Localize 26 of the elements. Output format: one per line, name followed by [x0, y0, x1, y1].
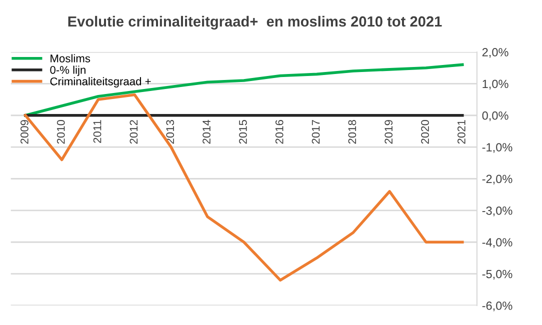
x-tick-label: 2009	[20, 120, 28, 144]
legend-label: Moslims	[50, 54, 90, 62]
x-tick-label: 2016	[275, 120, 284, 144]
x-tick-label: 2018	[348, 120, 356, 144]
x-tick-label: 2021	[458, 120, 466, 144]
x-tick-label: 2011	[93, 120, 102, 143]
y-tick-label: 0,0%	[482, 111, 508, 122]
y-tick-label: 2,0%	[482, 48, 508, 58]
y-tick-label: -4,0%	[482, 238, 512, 248]
x-tick-label: 2017	[312, 120, 320, 144]
legend-label: Criminaliteitsgraad +	[50, 77, 151, 88]
x-tick-label: 2015	[239, 120, 247, 144]
x-tick-label: 2019	[384, 120, 393, 144]
y-tick-label: -5,0%	[482, 270, 512, 280]
y-tick-label: 1,0%	[482, 80, 508, 90]
y-tick-label: -6,0%	[482, 302, 512, 312]
x-tick-label: 2010	[56, 120, 65, 144]
legend-label: 0-% lijn	[50, 66, 86, 76]
line-series	[24, 63, 464, 117]
x-tick-label: 2020	[421, 120, 429, 144]
y-tick-label: -1,0%	[482, 143, 512, 153]
chart-title: Evolutie criminaliteitgraad+ en moslims 2010 tot 2021	[68, 16, 442, 30]
y-tick-label: -3,0%	[482, 206, 512, 216]
x-tick-label: 2012	[130, 120, 138, 144]
y-tick-label: -2,0%	[482, 174, 512, 185]
x-tick-label: 2014	[202, 120, 210, 144]
